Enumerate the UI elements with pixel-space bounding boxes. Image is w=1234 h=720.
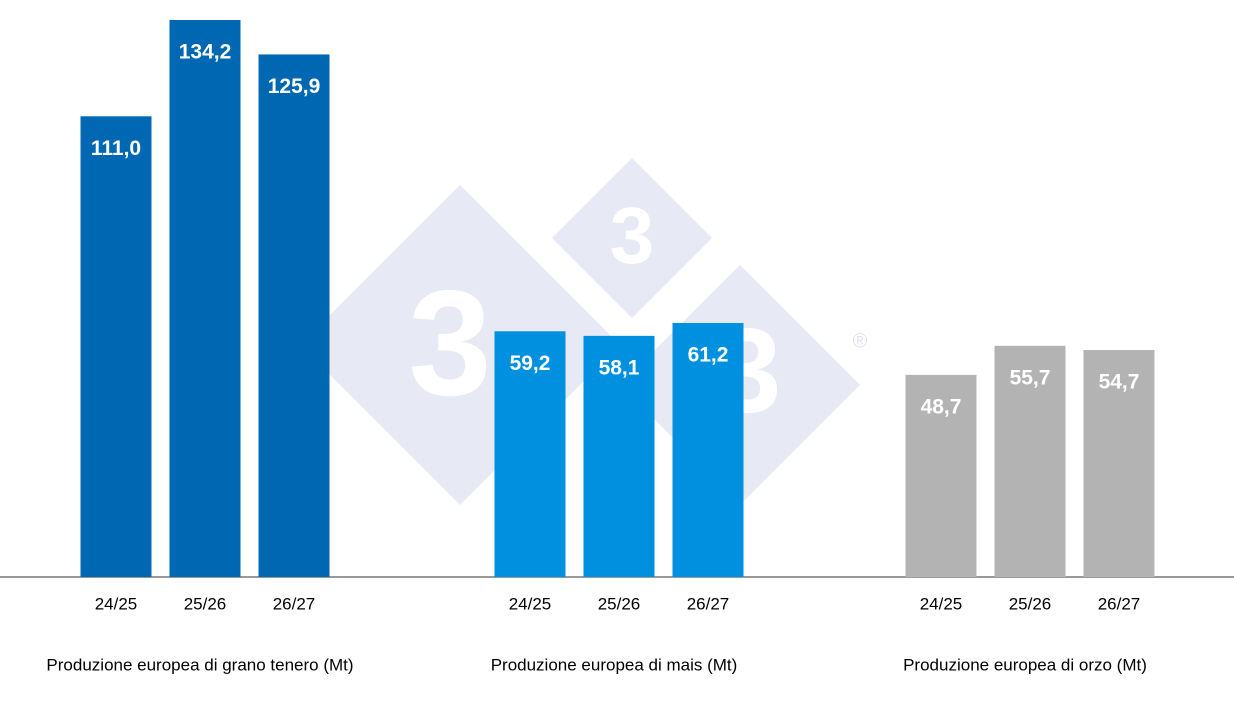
bar (169, 20, 241, 577)
x-tick-label: 25/26 (1009, 594, 1052, 613)
bar (672, 322, 744, 577)
bar (583, 335, 655, 577)
x-tick-label: 26/27 (687, 594, 730, 613)
x-axis-label: Produzione europea di orzo (Mt) (903, 655, 1147, 674)
x-axis-label: Produzione europea di mais (Mt) (491, 655, 738, 674)
watermark-registered: ® (853, 330, 868, 352)
x-tick-label: 24/25 (920, 594, 963, 613)
watermark-shape (552, 158, 712, 318)
value-label: 59,2 (510, 352, 551, 375)
watermark-text: 3 (408, 259, 491, 427)
value-label: 58,1 (599, 356, 640, 379)
value-label: 134,2 (179, 41, 232, 64)
x-tick-label: 24/25 (95, 594, 138, 613)
x-tick-label: 26/27 (1098, 594, 1141, 613)
x-tick-label: 25/26 (184, 594, 227, 613)
bar (994, 345, 1066, 577)
bar (80, 116, 152, 577)
value-label: 48,7 (921, 395, 962, 418)
x-tick-label: 25/26 (598, 594, 641, 613)
watermark-text: 3 (610, 191, 655, 280)
x-axis-label: Produzione europea di grano tenero (Mt) (46, 655, 353, 674)
value-label: 55,7 (1010, 366, 1051, 389)
bar (1083, 349, 1155, 577)
bar (905, 374, 977, 577)
x-tick-label: 26/27 (273, 594, 316, 613)
value-label: 111,0 (91, 137, 141, 160)
bar (494, 331, 566, 577)
value-label: 54,7 (1099, 371, 1140, 394)
x-tick-label: 24/25 (509, 594, 552, 613)
value-label: 125,9 (268, 75, 321, 98)
value-label: 61,2 (688, 344, 729, 367)
bar (258, 54, 330, 577)
